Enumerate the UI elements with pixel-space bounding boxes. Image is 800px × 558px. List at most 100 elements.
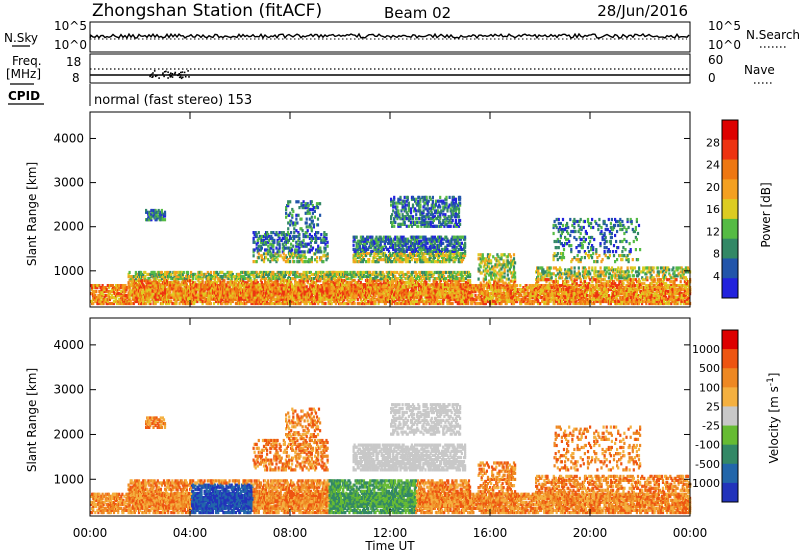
data-cell <box>290 271 292 274</box>
data-cell <box>145 279 147 282</box>
data-cell <box>325 287 327 290</box>
data-cell <box>217 273 219 276</box>
data-cell <box>261 254 263 257</box>
data-cell <box>135 271 137 274</box>
data-cell <box>118 284 120 287</box>
data-cell <box>292 277 294 280</box>
data-cell <box>200 271 202 274</box>
data-cell <box>343 302 345 305</box>
data-cell <box>452 302 454 305</box>
data-cell <box>279 243 281 246</box>
data-cell <box>190 271 192 274</box>
data-cell <box>261 235 263 238</box>
data-cell <box>187 271 189 274</box>
freq-label-1: Freq. <box>12 54 42 68</box>
data-cell <box>311 293 313 296</box>
data-cell <box>286 271 288 274</box>
data-cell <box>181 287 183 290</box>
data-cell <box>278 254 280 257</box>
data-cell <box>93 290 95 293</box>
data-cell <box>471 294 473 297</box>
data-cell <box>144 271 146 274</box>
data-cell <box>171 302 173 305</box>
data-cell <box>92 302 94 305</box>
data-cell <box>273 258 275 261</box>
data-cell <box>319 285 321 288</box>
data-cell <box>110 284 112 287</box>
freq-dot <box>177 75 179 77</box>
data-cell <box>477 302 479 305</box>
data-cell <box>136 298 138 301</box>
data-cell <box>223 279 225 282</box>
data-cell <box>253 254 255 257</box>
data-cell <box>313 281 315 284</box>
freq-dot <box>185 76 187 78</box>
data-cell <box>112 284 114 287</box>
data-cell <box>396 302 398 305</box>
freq-panel: Freq. [MHz] 18 8 60 0 Nave <box>6 53 775 85</box>
data-cell <box>265 277 267 280</box>
freq-dot <box>154 70 156 72</box>
freq-dot <box>170 72 172 74</box>
nsearch-label: N.Search <box>746 28 800 42</box>
date-label: 28/Jun/2016 <box>597 2 688 20</box>
data-cell <box>149 279 151 282</box>
data-cell <box>325 298 327 301</box>
data-cell <box>340 302 342 305</box>
freq-dot <box>182 77 184 79</box>
data-cell <box>322 298 324 301</box>
data-cell <box>263 252 265 255</box>
freq-dot <box>158 77 160 79</box>
data-cell <box>283 271 285 274</box>
data-cell <box>306 285 308 288</box>
data-cell <box>520 294 522 297</box>
data-cell <box>205 291 207 294</box>
cpid-label: CPID <box>8 89 40 103</box>
data-cell <box>235 302 237 305</box>
data-cell <box>111 294 113 297</box>
data-cell <box>258 245 260 248</box>
data-cell <box>298 296 300 299</box>
power-data-cells <box>90 196 691 305</box>
data-cell <box>189 279 191 282</box>
data-cell <box>244 277 246 280</box>
data-cell <box>309 302 311 305</box>
data-cell <box>267 245 269 248</box>
data-cell <box>221 302 223 305</box>
data-cell <box>210 271 212 274</box>
data-cell <box>188 275 190 278</box>
data-cell <box>144 275 146 278</box>
data-cell <box>261 247 263 250</box>
data-cell <box>283 252 285 255</box>
data-cell <box>96 284 98 287</box>
data-cell <box>124 294 126 297</box>
freq-dot <box>178 73 180 75</box>
data-cell <box>129 271 131 274</box>
data-cell <box>292 271 294 274</box>
freq-trace <box>90 69 690 79</box>
freq-dot <box>172 76 174 78</box>
data-cell <box>284 279 286 282</box>
freq-dot <box>155 76 157 78</box>
data-cell <box>258 256 260 259</box>
data-cell <box>174 271 176 274</box>
data-cell <box>210 302 212 305</box>
data-cell <box>280 302 282 305</box>
data-cell <box>323 273 325 276</box>
data-cell <box>265 241 267 244</box>
freq-label-2: [MHz] <box>6 67 41 81</box>
data-cell <box>296 271 298 274</box>
data-cell <box>275 247 277 250</box>
data-cell <box>304 271 306 274</box>
data-cell <box>449 302 451 305</box>
data-cell <box>106 288 108 291</box>
data-cell <box>275 231 277 234</box>
data-cell <box>256 233 258 236</box>
freq-dot <box>175 72 177 74</box>
freq-dot <box>179 77 181 79</box>
data-cell <box>146 289 148 292</box>
data-cell <box>256 260 258 263</box>
